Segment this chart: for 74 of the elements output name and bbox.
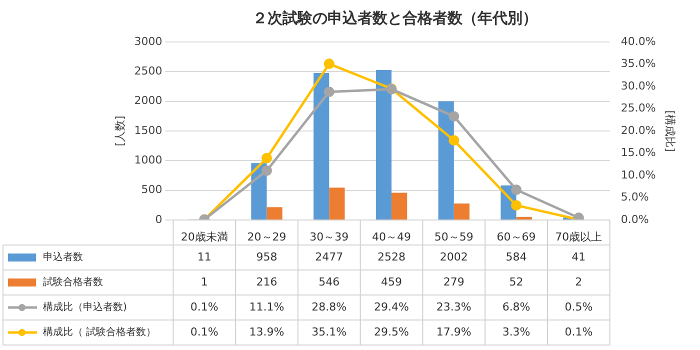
y-tick-label: 1500 [134,124,162,137]
data-label: 6.8% [502,300,530,314]
y-tick-label: 1000 [134,154,162,167]
y-tick-label: 2000 [134,94,162,108]
y2-tick-label: 30.0% [620,79,656,92]
bar [516,216,532,220]
data-label: 11 [197,250,212,264]
data-label: 1 [200,275,208,288]
y2-axis-title: [構成比] [664,110,677,152]
data-label: 17.9% [436,325,472,338]
point [324,86,334,98]
y-axis-title: [人数] [113,116,126,146]
data-label: 28.8% [312,300,347,314]
point [324,58,334,70]
bar [376,70,392,220]
y2-tick-label: 15.0% [620,146,656,160]
data-label: 2 [575,275,582,288]
data-label: 958 [256,250,278,264]
y-tick-label: 500 [141,183,162,196]
data-label: 0.5% [564,300,593,314]
bar [454,203,470,220]
x-tick-label: 60～69 [496,230,536,244]
y2-tick-label: 40.0% [620,34,656,48]
data-label: 2477 [315,250,344,264]
data-label: 0.1% [190,300,218,314]
y2-tick-label: 20.0% [620,124,656,137]
x-tick-label: 70歳以上 [555,230,602,244]
y2-tick-label: 25.0% [620,102,656,115]
data-label: 41 [572,250,586,264]
legend-label: 構成比（ 試験合格者数） [43,326,156,338]
y2-tick-label: 5.0% [620,190,649,204]
bar [329,188,345,220]
y-tick-label: 3000 [134,34,162,48]
x-tick-label: 50～59 [434,230,474,244]
data-label: 279 [443,275,464,288]
y2-tick-label: 10.0% [620,168,656,182]
data-label: 459 [381,275,402,288]
data-label: 11.1% [249,300,284,314]
x-tick-label: 20歳未満 [180,230,228,244]
data-label: 13.9% [249,325,284,338]
data-label: 29.5% [374,325,409,338]
data-label: 52 [509,275,524,288]
x-tick-label: 30～39 [310,230,349,244]
data-label: 216 [256,275,278,288]
bar [314,73,330,220]
y2-tick-label: 35.0% [620,57,656,70]
x-tick-label: 20～29 [247,230,286,244]
y-tick-label: 0 [155,212,162,226]
data-label: 0.1% [190,325,218,338]
data-label: 2002 [440,250,468,264]
data-label: 584 [506,250,527,264]
data-label: 29.4% [374,300,409,314]
point [448,111,460,122]
data-label: 546 [318,275,340,288]
point [262,152,272,164]
point [511,184,522,195]
chart-title: ２次試験の申込者数と合格者数（年代別） [252,8,538,27]
legend-label: 申込者数 [43,251,83,264]
y2-tick-label: 0.0% [620,212,649,226]
legend-label: 試験合格者数 [43,276,103,288]
data-label: 0.1% [564,325,593,338]
x-tick-label: 40～49 [372,230,412,244]
data-label: 3.3% [502,325,530,338]
legend-label: 構成比（申込者数) [43,301,127,314]
bar [438,101,454,220]
point [511,200,522,211]
data-label: 2528 [378,250,406,264]
point [448,135,460,146]
data-label: 35.1% [312,325,347,338]
bar [392,192,408,220]
data-label: 23.3% [436,300,472,314]
y-tick-label: 2500 [134,64,162,78]
bar [266,207,282,220]
point [262,165,272,176]
